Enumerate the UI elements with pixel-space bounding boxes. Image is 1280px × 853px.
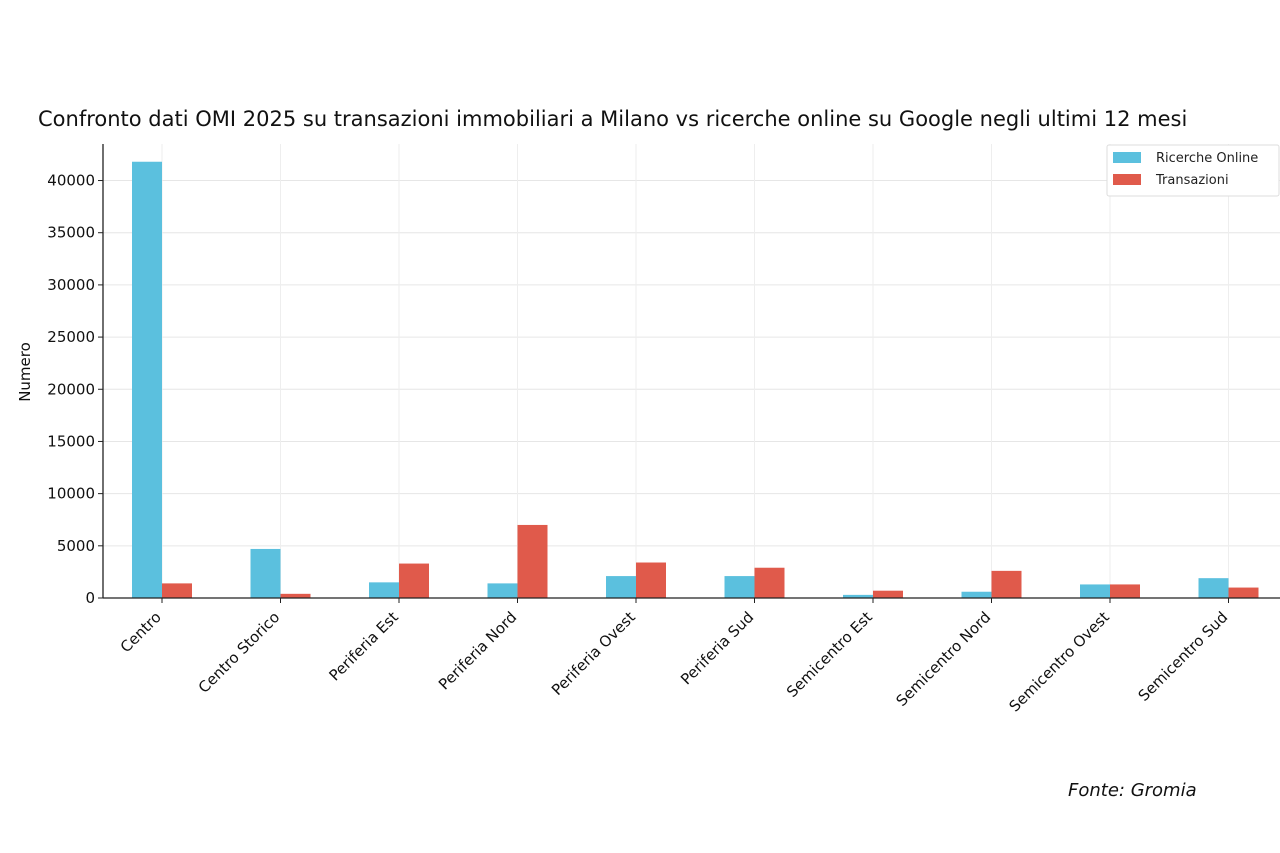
legend[interactable]: Ricerche Online Transazioni: [1106, 144, 1280, 197]
x-tick-label: Semicentro Ovest: [1005, 608, 1112, 715]
y-tick-label: 35000: [47, 224, 95, 242]
x-tick-label: Semicentro Nord: [893, 608, 995, 710]
y-tick-label: 5000: [57, 537, 95, 555]
x-tick-label: Centro Storico: [195, 608, 284, 697]
bar-ricerche-online-0: [132, 161, 162, 598]
y-tick-label: 40000: [47, 172, 95, 190]
bar-ricerche-online-9: [1198, 578, 1229, 598]
y-tick-label: 30000: [47, 276, 95, 294]
bar-transazioni-4: [636, 562, 666, 598]
x-tick-label: Periferia Ovest: [548, 608, 639, 699]
bar-ricerche-online-5: [724, 576, 755, 598]
bar-transazioni-6: [873, 590, 903, 598]
y-ticks: 0 5000 10000 15000 20000 25000 30000 35000 40000: [47, 172, 103, 607]
bar-transazioni-5: [754, 567, 785, 598]
source-note: Fonte: Gromia: [1068, 780, 1197, 801]
bar-transazioni-7: [991, 570, 1022, 598]
bar-ricerche-online-8: [1080, 584, 1110, 598]
x-tick-label: Periferia Nord: [435, 608, 520, 693]
bar-ricerche-online-2: [369, 582, 399, 598]
y-tick-label: 10000: [47, 485, 95, 503]
x-tick-label: Semicentro Sud: [1135, 608, 1232, 705]
y-tick-label: 20000: [47, 380, 95, 398]
bar-ricerche-online-3: [487, 583, 518, 598]
bar-ricerche-online-7: [961, 591, 992, 598]
y-tick-label: 0: [85, 589, 95, 607]
chart-title: Confronto dati OMI 2025 su transazioni i…: [38, 107, 1187, 131]
bar-transazioni-1: [280, 593, 311, 598]
bar-ricerche-online-1: [250, 548, 281, 598]
bar-transazioni-9: [1228, 587, 1259, 598]
bar-transazioni-2: [399, 563, 429, 598]
y-axis-label: Numero: [16, 342, 34, 402]
x-tick-label: Periferia Sud: [677, 608, 757, 688]
x-tick-label: Semicentro Est: [783, 608, 876, 701]
legend-box: [1106, 144, 1280, 197]
bar-transazioni-8: [1110, 584, 1140, 598]
bar-ricerche-online-6: [843, 594, 873, 598]
grid: [103, 144, 1280, 598]
axes: [102, 144, 1280, 599]
x-tick-label: Centro: [117, 608, 165, 656]
bar-transazioni-3: [517, 524, 548, 598]
legend-swatch: [1113, 152, 1141, 163]
bars: [132, 161, 1259, 598]
legend-label: Transazioni: [1155, 173, 1229, 188]
x-tick-label: Periferia Est: [325, 608, 401, 684]
y-tick-label: 15000: [47, 432, 95, 450]
legend-label: Ricerche Online: [1156, 151, 1258, 166]
bar-ricerche-online-4: [606, 576, 636, 598]
x-ticks: Centro Centro Storico Periferia Est Perifer…: [117, 598, 1232, 715]
bar-transazioni-0: [162, 583, 192, 598]
legend-swatch: [1113, 174, 1141, 185]
y-tick-label: 25000: [47, 328, 95, 346]
